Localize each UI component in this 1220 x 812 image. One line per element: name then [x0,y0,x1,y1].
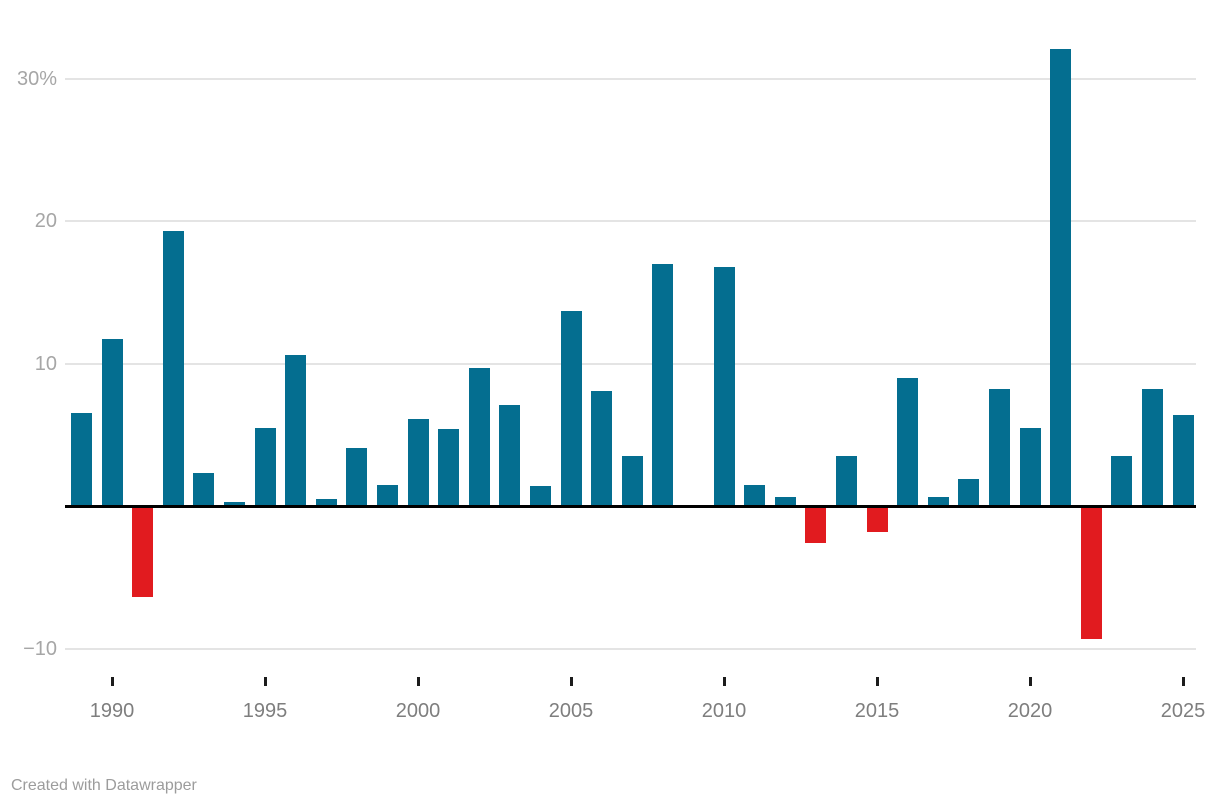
bar-2012[interactable] [774,497,796,506]
bar-1996[interactable] [285,354,307,506]
bar-2017[interactable] [927,497,949,506]
gridline-30 [65,77,1196,80]
x-axis-label-2000: 2000 [395,700,441,722]
bar-1991[interactable] [132,506,154,598]
x-axis-label-2025: 2025 [1160,700,1206,722]
bar-2014[interactable] [835,456,857,506]
bar-2002[interactable] [468,367,490,506]
x-axis-label-2015: 2015 [854,700,900,722]
bar-2004[interactable] [529,486,551,506]
x-axis-label-1990: 1990 [89,700,135,722]
bar-2006[interactable] [591,390,613,506]
bar-2005[interactable] [560,310,582,506]
bar-1997[interactable] [315,498,337,506]
y-axis-label--10: −10 [23,637,57,660]
x-tick-2010 [722,677,726,686]
x-tick-2005 [569,677,573,686]
x-axis-label-1995: 1995 [242,700,288,722]
bar-2003[interactable] [499,404,521,506]
y-axis-label-20: 20 [34,210,57,232]
bar-2020[interactable] [1019,427,1041,506]
bar-2025[interactable] [1172,414,1194,506]
gridline-20 [65,220,1196,222]
bar-2019[interactable] [988,389,1010,506]
y-axis-label-30: 30% [16,67,57,90]
gridline-10 [65,362,1196,365]
bar-2013[interactable] [805,506,827,544]
zero-baseline [65,505,1196,508]
x-tick-2015 [875,677,879,686]
bar-2021[interactable] [1050,48,1072,506]
x-axis-label-2020: 2020 [1007,700,1053,722]
bar-2010[interactable] [713,266,735,506]
bar-2022[interactable] [1080,506,1102,639]
bar-1993[interactable] [193,473,215,506]
gridline--10 [65,647,1196,650]
bar-2001[interactable] [438,429,460,506]
bar-1995[interactable] [254,427,276,506]
bar-2015[interactable] [866,506,888,532]
x-tick-2025 [1181,677,1185,686]
bar-2008[interactable] [652,263,674,506]
bar-1994[interactable] [223,501,245,506]
bar-1998[interactable] [346,447,368,506]
bar-2011[interactable] [744,484,766,506]
plot-area: 30% 20 10 −10 1990 1995 2000 2005 2010 2015 2020 20… [16,48,1206,722]
bar-2000[interactable] [407,419,429,506]
datawrapper-credit-link[interactable]: Created with Datawrapper [11,777,197,794]
bar-1990[interactable] [101,339,123,506]
bar-2016[interactable] [897,377,919,506]
bar-2023[interactable] [1111,456,1133,506]
bar-2024[interactable] [1141,389,1163,506]
bar-1992[interactable] [162,230,184,506]
x-axis-label-2010: 2010 [701,700,747,722]
x-tick-1995 [263,677,267,686]
bar-2007[interactable] [621,456,643,506]
x-tick-2020 [1028,677,1032,686]
bar-2018[interactable] [958,478,980,506]
bar-1989[interactable] [70,413,92,506]
bar-1999[interactable] [376,484,398,506]
x-axis-label-2005: 2005 [548,700,594,722]
x-tick-2000 [416,677,420,686]
y-axis-label-10: 10 [34,352,57,375]
x-tick-1990 [110,677,114,686]
